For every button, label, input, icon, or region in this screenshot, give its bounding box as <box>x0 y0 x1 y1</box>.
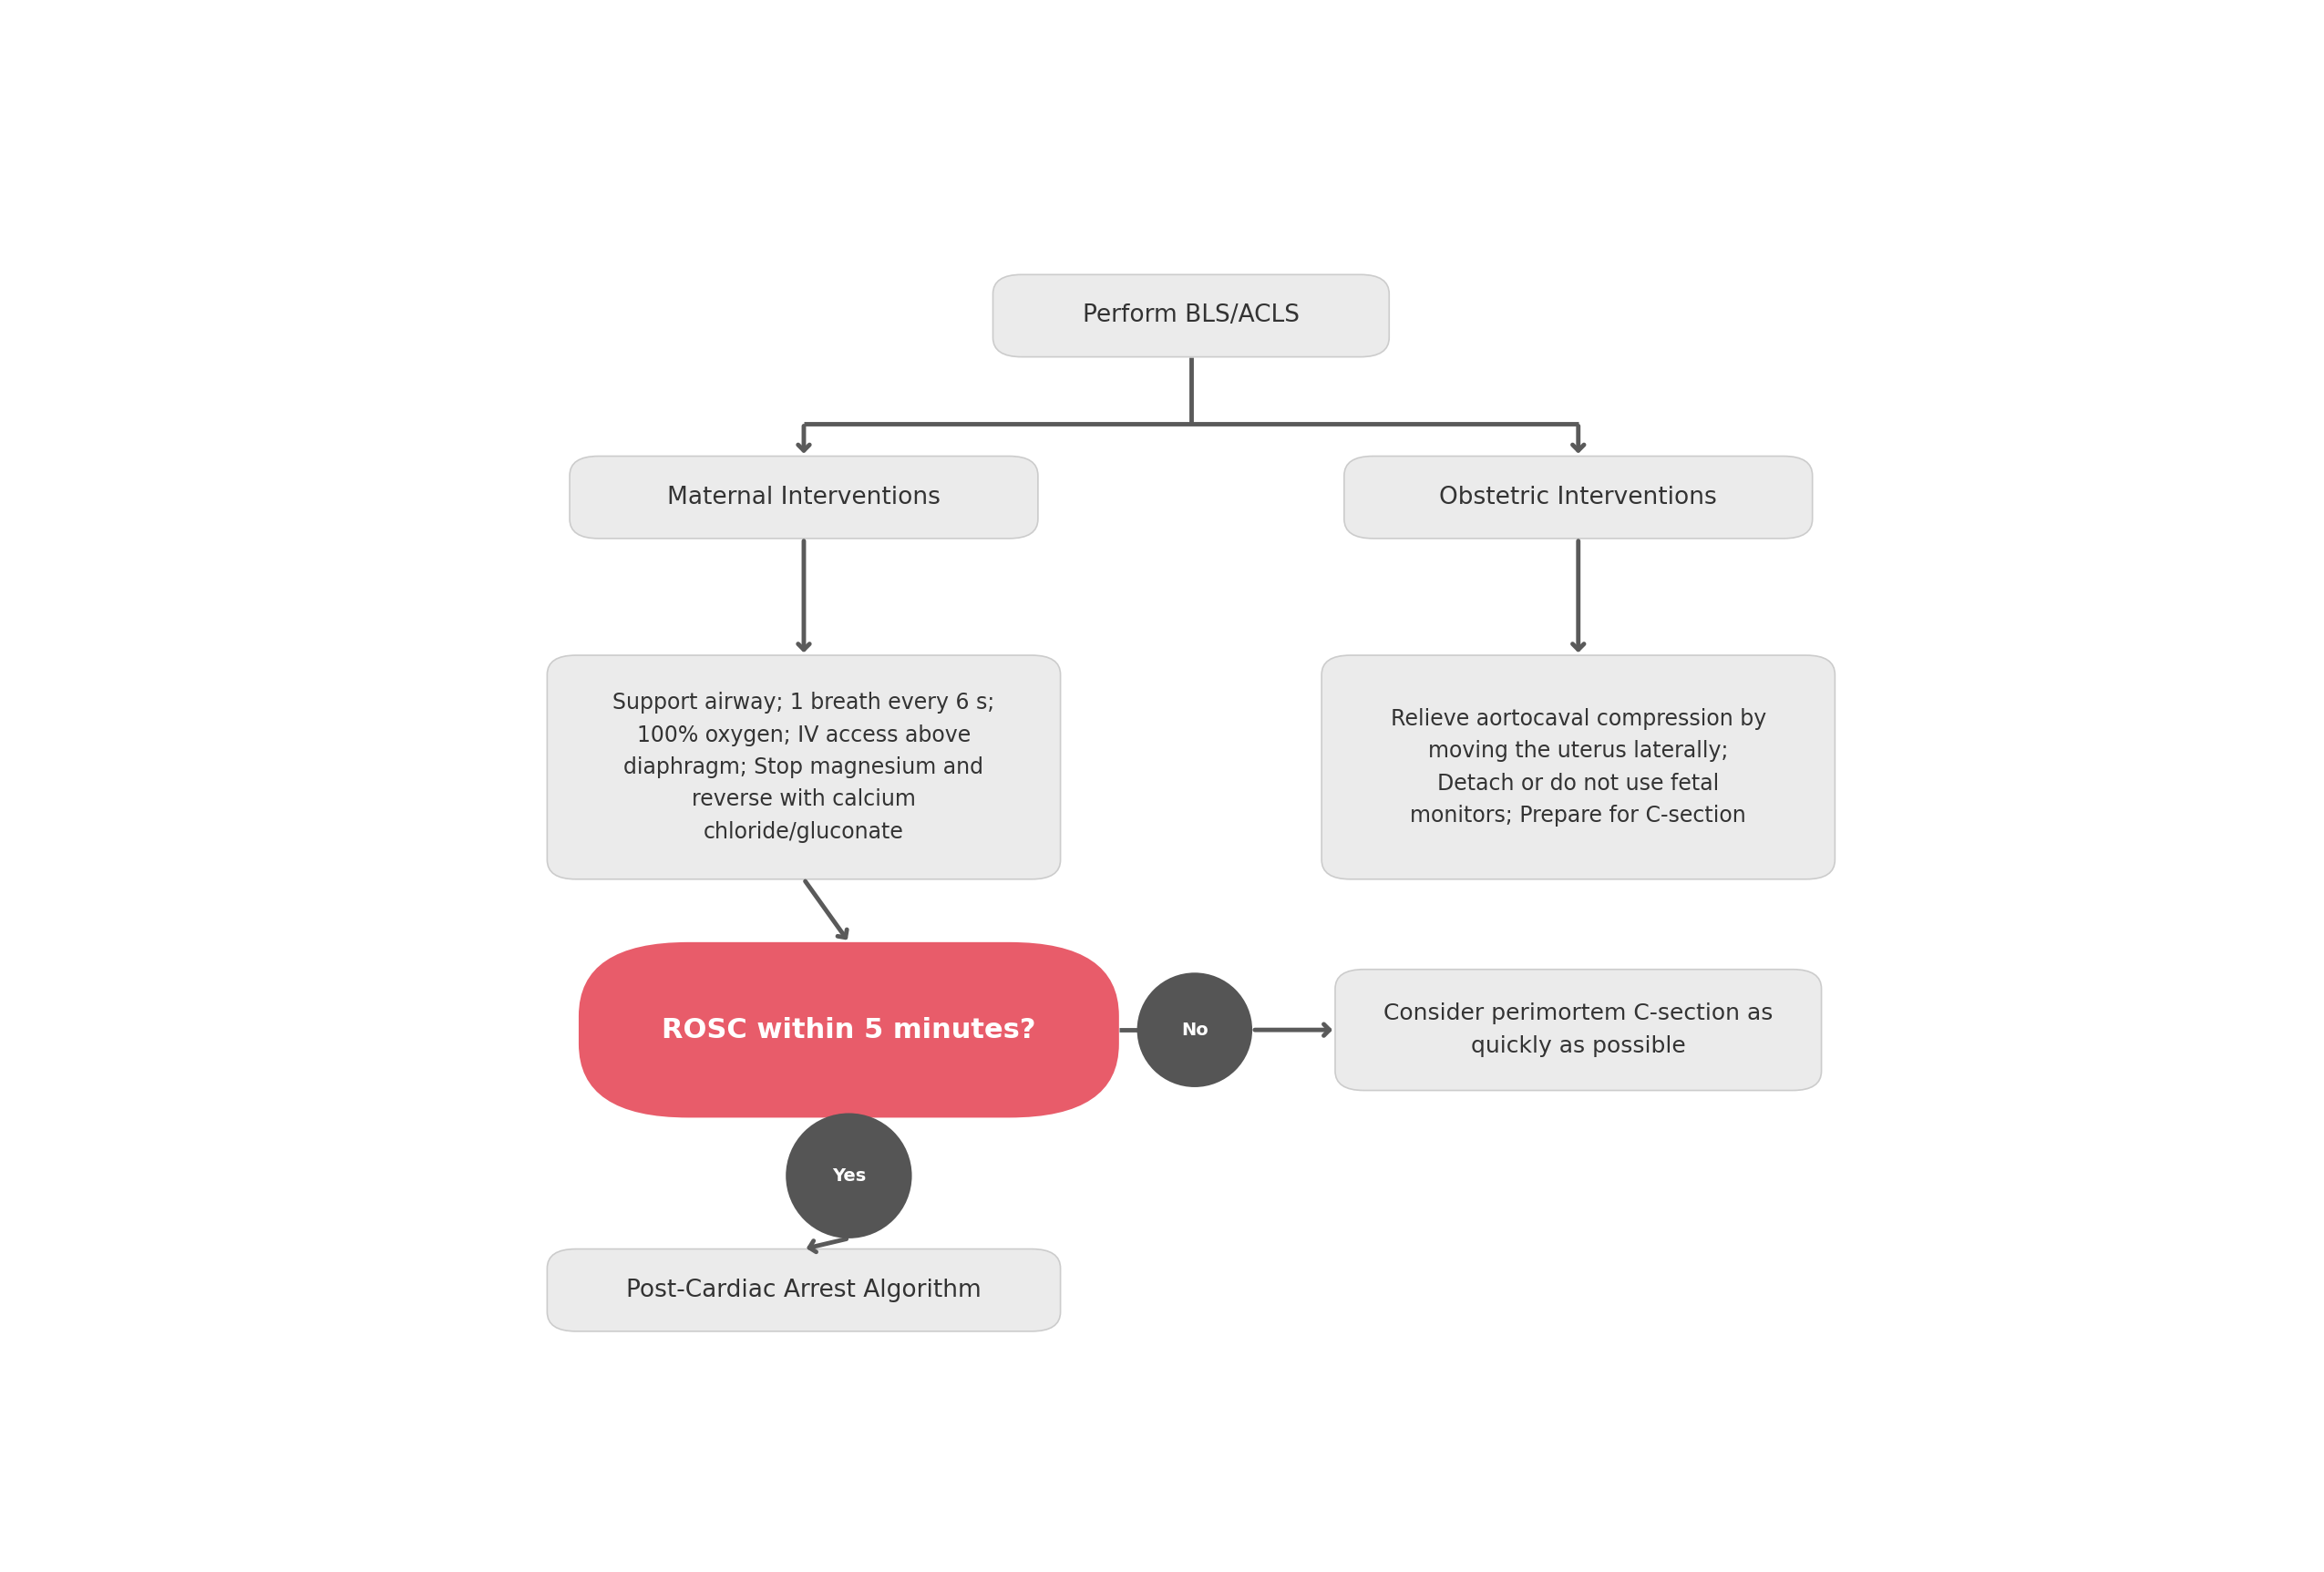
Text: ROSC within 5 minutes?: ROSC within 5 minutes? <box>662 1017 1037 1044</box>
Ellipse shape <box>786 1113 911 1239</box>
Text: Post-Cardiac Arrest Algorithm: Post-Cardiac Arrest Algorithm <box>625 1278 981 1302</box>
FancyBboxPatch shape <box>579 942 1118 1118</box>
FancyBboxPatch shape <box>546 656 1060 879</box>
FancyBboxPatch shape <box>1322 656 1836 879</box>
FancyBboxPatch shape <box>546 1250 1060 1331</box>
Text: Consider perimortem C-section as
quickly as possible: Consider perimortem C-section as quickly… <box>1383 1003 1773 1056</box>
Text: Support airway; 1 breath every 6 s;
100% oxygen; IV access above
diaphragm; Stop: Support airway; 1 breath every 6 s; 100%… <box>614 692 995 843</box>
FancyBboxPatch shape <box>569 456 1039 539</box>
FancyBboxPatch shape <box>1334 970 1822 1091</box>
Text: Relieve aortocaval compression by
moving the uterus laterally;
Detach or do not : Relieve aortocaval compression by moving… <box>1390 707 1766 827</box>
Text: Obstetric Interventions: Obstetric Interventions <box>1439 486 1717 509</box>
FancyBboxPatch shape <box>1343 456 1813 539</box>
FancyBboxPatch shape <box>992 275 1390 357</box>
Ellipse shape <box>1136 973 1253 1088</box>
Text: Yes: Yes <box>832 1166 867 1184</box>
Text: Perform BLS/ACLS: Perform BLS/ACLS <box>1083 303 1299 327</box>
Text: No: No <box>1181 1022 1208 1039</box>
Text: Maternal Interventions: Maternal Interventions <box>667 486 941 509</box>
